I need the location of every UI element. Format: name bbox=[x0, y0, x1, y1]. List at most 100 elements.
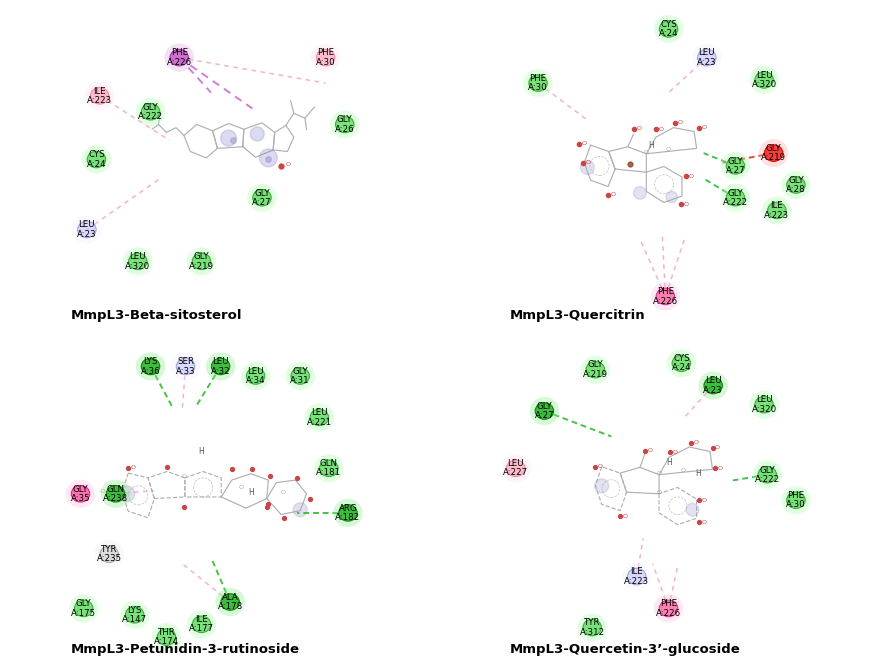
Text: TYR
A:235: TYR A:235 bbox=[97, 545, 121, 563]
Ellipse shape bbox=[622, 563, 651, 591]
Ellipse shape bbox=[580, 356, 610, 384]
Circle shape bbox=[293, 503, 307, 517]
Circle shape bbox=[250, 127, 264, 141]
Text: O: O bbox=[688, 174, 694, 178]
Ellipse shape bbox=[314, 454, 344, 482]
Ellipse shape bbox=[587, 362, 604, 378]
Text: SER
A:33: SER A:33 bbox=[175, 357, 196, 376]
Text: PHE
A:30: PHE A:30 bbox=[786, 491, 805, 509]
Ellipse shape bbox=[206, 352, 236, 380]
Ellipse shape bbox=[291, 368, 309, 384]
Text: O: O bbox=[657, 471, 662, 476]
Text: GLY
A:27: GLY A:27 bbox=[726, 157, 745, 175]
Circle shape bbox=[666, 191, 678, 202]
Text: GLY
A:31: GLY A:31 bbox=[291, 367, 310, 385]
Text: GLY
A:35: GLY A:35 bbox=[71, 485, 90, 503]
Ellipse shape bbox=[720, 184, 750, 212]
Text: GLY
A:175: GLY A:175 bbox=[71, 599, 97, 617]
Text: H: H bbox=[666, 458, 672, 467]
Text: H: H bbox=[696, 470, 701, 478]
Ellipse shape bbox=[657, 288, 674, 304]
Ellipse shape bbox=[583, 619, 602, 636]
Ellipse shape bbox=[755, 72, 773, 88]
Text: GLY
A:219: GLY A:219 bbox=[761, 144, 786, 163]
Ellipse shape bbox=[750, 390, 779, 419]
Ellipse shape bbox=[215, 588, 245, 616]
Text: O: O bbox=[680, 468, 686, 473]
Text: O: O bbox=[623, 513, 628, 519]
Text: LYS
A:36: LYS A:36 bbox=[141, 357, 160, 376]
Text: GLY
A:222: GLY A:222 bbox=[723, 188, 748, 207]
Ellipse shape bbox=[72, 216, 102, 244]
Ellipse shape bbox=[157, 629, 175, 645]
Ellipse shape bbox=[126, 607, 144, 623]
Text: LEU
A:221: LEU A:221 bbox=[307, 408, 332, 426]
Ellipse shape bbox=[627, 568, 646, 585]
Ellipse shape bbox=[106, 486, 125, 502]
Text: O: O bbox=[239, 485, 244, 490]
Text: O: O bbox=[610, 192, 616, 197]
Text: H: H bbox=[649, 141, 654, 151]
Ellipse shape bbox=[165, 43, 194, 72]
Text: MmpL3-Beta-sitosterol: MmpL3-Beta-sitosterol bbox=[71, 309, 243, 322]
Ellipse shape bbox=[212, 358, 229, 375]
Text: LEU
A:23: LEU A:23 bbox=[697, 49, 717, 67]
Text: O: O bbox=[702, 498, 706, 503]
Ellipse shape bbox=[170, 49, 189, 66]
Text: GLY
A:219: GLY A:219 bbox=[189, 252, 214, 270]
Text: O: O bbox=[280, 490, 285, 495]
Circle shape bbox=[260, 149, 277, 166]
Ellipse shape bbox=[192, 253, 211, 270]
Ellipse shape bbox=[529, 75, 548, 91]
Text: H: H bbox=[248, 488, 253, 498]
Circle shape bbox=[119, 486, 135, 501]
Text: LEU
A:32: LEU A:32 bbox=[211, 357, 230, 376]
Text: LEU
A:23: LEU A:23 bbox=[703, 376, 723, 395]
Ellipse shape bbox=[171, 352, 200, 380]
Ellipse shape bbox=[285, 362, 315, 390]
Ellipse shape bbox=[759, 139, 789, 167]
Ellipse shape bbox=[95, 540, 124, 568]
Text: H: H bbox=[198, 447, 205, 456]
Text: -O: -O bbox=[98, 489, 106, 494]
Ellipse shape bbox=[78, 221, 96, 238]
Ellipse shape bbox=[535, 403, 554, 420]
Ellipse shape bbox=[767, 202, 786, 218]
Ellipse shape bbox=[781, 486, 811, 514]
Ellipse shape bbox=[100, 546, 119, 563]
Circle shape bbox=[595, 479, 609, 493]
Text: ALA
A:178: ALA A:178 bbox=[218, 593, 243, 611]
Text: O: O bbox=[715, 445, 720, 450]
Ellipse shape bbox=[142, 103, 159, 120]
Text: GLY
A:222: GLY A:222 bbox=[138, 103, 163, 121]
Text: LEU
A:320: LEU A:320 bbox=[125, 252, 151, 270]
Text: ILE
A:223: ILE A:223 bbox=[765, 201, 789, 220]
Ellipse shape bbox=[336, 116, 354, 133]
Ellipse shape bbox=[507, 460, 525, 477]
Text: LEU
A:320: LEU A:320 bbox=[751, 396, 777, 414]
Text: CYS
A:24: CYS A:24 bbox=[659, 20, 679, 38]
Text: O: O bbox=[657, 490, 662, 495]
Text: LEU
A:227: LEU A:227 bbox=[503, 459, 528, 478]
Text: LEU
A:320: LEU A:320 bbox=[751, 71, 777, 89]
Text: GLY
A:222: GLY A:222 bbox=[755, 466, 780, 484]
Ellipse shape bbox=[762, 196, 791, 224]
Text: THR
A:174: THR A:174 bbox=[154, 628, 179, 646]
Ellipse shape bbox=[666, 349, 696, 378]
Ellipse shape bbox=[320, 460, 338, 477]
Ellipse shape bbox=[128, 253, 147, 270]
Ellipse shape bbox=[333, 499, 362, 527]
Ellipse shape bbox=[781, 171, 811, 199]
Text: MmpL3-Quercetin-3’-glucoside: MmpL3-Quercetin-3’-glucoside bbox=[509, 643, 740, 656]
Ellipse shape bbox=[246, 368, 265, 384]
Ellipse shape bbox=[659, 600, 678, 617]
Ellipse shape bbox=[765, 145, 783, 161]
Ellipse shape bbox=[758, 466, 776, 483]
Text: PHE
A:226: PHE A:226 bbox=[167, 49, 191, 67]
Text: GLN
A:238: GLN A:238 bbox=[103, 485, 128, 503]
Ellipse shape bbox=[66, 480, 96, 508]
Text: LYS
A:147: LYS A:147 bbox=[122, 605, 147, 624]
Ellipse shape bbox=[727, 189, 744, 206]
Text: O: O bbox=[285, 163, 291, 167]
Text: ILE
A:177: ILE A:177 bbox=[189, 615, 214, 633]
